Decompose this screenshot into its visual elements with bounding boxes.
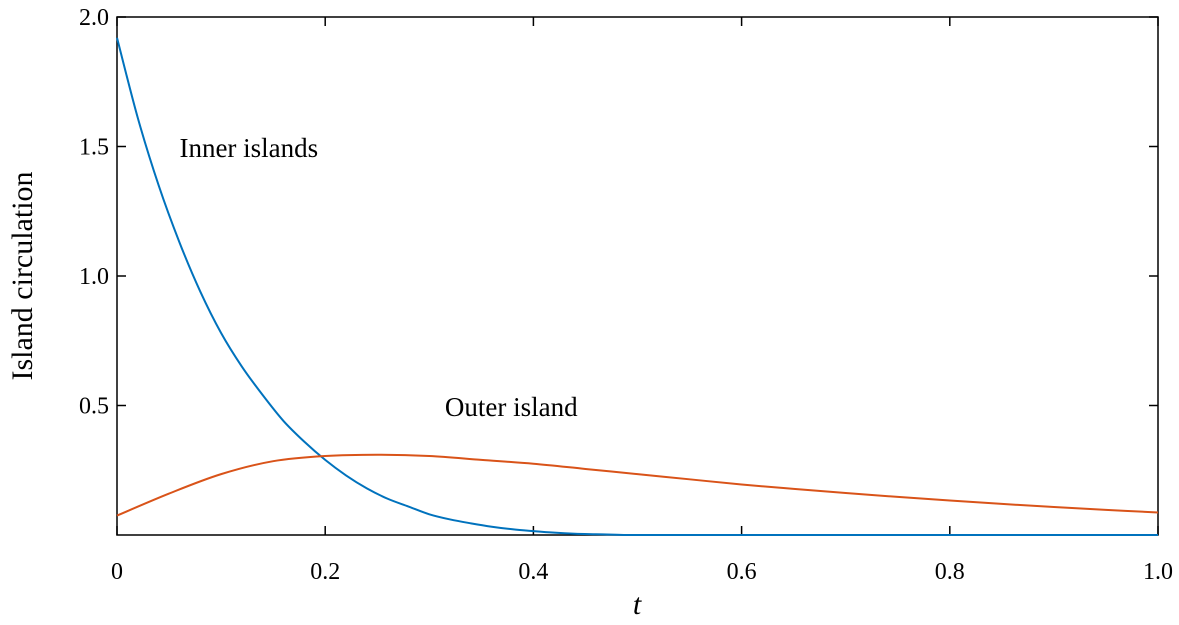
x-tick-label: 0.6 (727, 559, 757, 585)
annotation-label: Outer island (445, 392, 578, 422)
x-axis-label: t (633, 588, 642, 621)
series-line-1 (116, 37, 1158, 536)
y-tick-label: 1.5 (79, 135, 109, 161)
axis-ticks: 0 0.2 0.4 0.6 0.8 1.0 0.5 1.0 1.5 2.0 (79, 5, 1173, 585)
plot-frame (116, 16, 1159, 536)
y-tick-label: 1.0 (79, 264, 109, 290)
y-tick-label: 2.0 (79, 5, 109, 31)
annotations-group: Inner islands Outer island (179, 133, 578, 422)
series-group (116, 37, 1159, 536)
series-line-2 (116, 453, 1159, 517)
annotation-label: Inner islands (179, 133, 318, 163)
x-tick-label: 0.8 (935, 559, 965, 585)
x-tick-label: 0 (111, 559, 123, 585)
x-tick-label: 1.0 (1143, 559, 1173, 585)
x-tick-label: 0.4 (518, 559, 548, 585)
y-axis-label: Island circulation (6, 171, 39, 380)
y-tick-label: 0.5 (79, 394, 109, 420)
x-tick-label: 0.2 (310, 559, 340, 585)
